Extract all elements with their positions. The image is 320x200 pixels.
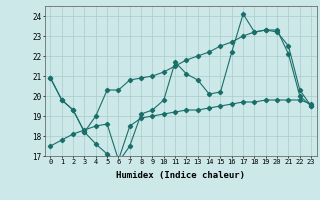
X-axis label: Humidex (Indice chaleur): Humidex (Indice chaleur): [116, 171, 245, 180]
